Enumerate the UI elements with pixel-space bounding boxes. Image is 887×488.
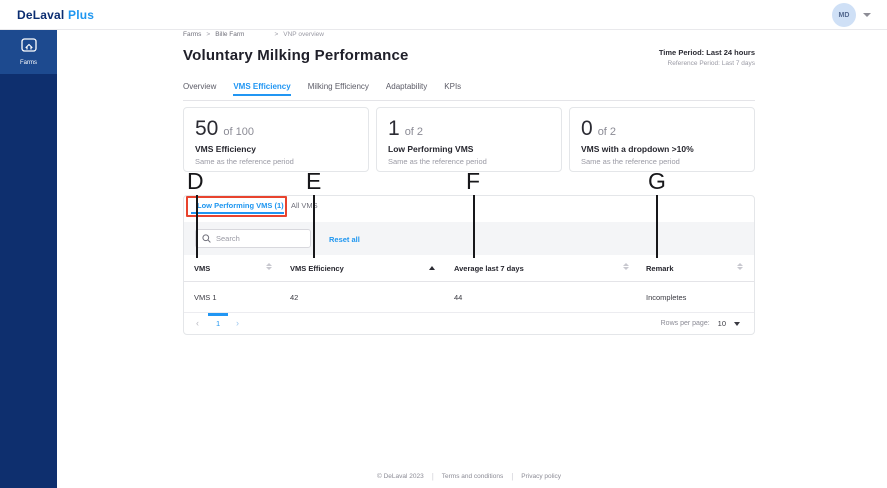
vms-table-card: Low Performing VMS (1) All VMS Reset all… xyxy=(183,195,755,335)
breadcrumb-separator: > xyxy=(274,31,279,38)
tab-low-performing-vms[interactable]: Low Performing VMS (1) xyxy=(197,201,284,210)
footer-divider: | xyxy=(431,472,434,481)
cell-vms: VMS 1 xyxy=(194,293,217,302)
cell-vms-efficiency: 42 xyxy=(290,293,299,302)
sort-icon[interactable] xyxy=(266,263,272,270)
reference-period-text: Reference Period: Last 7 days xyxy=(667,60,755,67)
rows-per-page-label: Rows per page: xyxy=(660,320,710,327)
footer-divider: | xyxy=(511,472,514,481)
copyright-text: © DeLaval 2023 xyxy=(376,473,424,480)
page-title: Voluntary Milking Performance xyxy=(183,47,409,64)
avatar[interactable]: MD xyxy=(832,3,856,27)
page-number[interactable]: 1 xyxy=(216,319,221,328)
annotation-red-box xyxy=(186,196,287,217)
sort-icon[interactable] xyxy=(623,263,629,270)
logo-text-delaval: DeLaval xyxy=(17,8,65,22)
column-header-vms[interactable]: VMS xyxy=(194,264,211,273)
column-header-average-last-7-days[interactable]: Average last 7 days xyxy=(454,264,524,273)
logo-text-plus: Plus xyxy=(67,8,95,22)
annotation-line-e xyxy=(313,195,315,258)
pagination-bar: ‹ 1 › Rows per page: 10 xyxy=(184,313,754,335)
stat-value: 0 xyxy=(581,117,593,140)
annotation-letter-f: F xyxy=(466,168,481,194)
cell-average-last-7-days: 44 xyxy=(454,293,463,302)
sidebar-item-label: Farms xyxy=(20,60,37,66)
breadcrumb-item-farms[interactable]: Farms xyxy=(183,31,202,38)
table-tabs: Low Performing VMS (1) All VMS xyxy=(184,196,754,222)
cell-remark: Incompletes xyxy=(646,293,687,302)
stat-of: of 100 xyxy=(223,126,254,138)
column-header-remark[interactable]: Remark xyxy=(646,264,674,273)
stat-cards: 50 of 100 VMS Efficiency Same as the ref… xyxy=(183,107,755,172)
annotation-letter-e: E xyxy=(306,168,322,194)
tab-milking-efficiency[interactable]: Milking Efficiency xyxy=(307,82,369,91)
annotation-letter-d: D xyxy=(187,168,204,194)
stat-subtitle: Same as the reference period xyxy=(388,157,487,166)
annotation-line-g xyxy=(656,195,658,258)
rows-per-page-value[interactable]: 10 xyxy=(717,319,726,328)
chevron-down-icon[interactable] xyxy=(863,13,871,17)
stat-subtitle: Same as the reference period xyxy=(195,157,294,166)
breadcrumb-item-farm-name[interactable]: Bille Farm xyxy=(215,31,245,38)
active-table-tab-underline xyxy=(191,212,284,214)
chevron-down-icon[interactable] xyxy=(734,321,740,326)
annotation-letter-g: G xyxy=(648,168,666,194)
annotation-line-f xyxy=(473,195,475,258)
terms-link[interactable]: Terms and conditions xyxy=(441,473,504,480)
stat-value: 1 xyxy=(388,117,400,140)
next-page-icon[interactable]: › xyxy=(236,318,239,328)
stat-subtitle: Same as the reference period xyxy=(581,157,680,166)
farm-icon xyxy=(20,38,37,57)
breadcrumb-item-vnp-overview: VNP overview xyxy=(283,31,324,38)
search-icon xyxy=(202,230,211,248)
stat-card-low-performing-vms: 1 of 2 Low Performing VMS Same as the re… xyxy=(376,107,562,172)
sidebar-item-farms[interactable]: Farms xyxy=(0,30,57,74)
stat-title: Low Performing VMS xyxy=(388,144,474,154)
tab-all-vms[interactable]: All VMS xyxy=(291,201,318,210)
page-footer: © DeLaval 2023 | Terms and conditions | … xyxy=(183,472,755,481)
stat-of: of 2 xyxy=(597,126,617,138)
stat-card-vms-efficiency: 50 of 100 VMS Efficiency Same as the ref… xyxy=(183,107,369,172)
user-menu[interactable]: MD xyxy=(832,3,871,27)
tab-adaptability[interactable]: Adaptability xyxy=(385,82,428,91)
column-header-vms-efficiency[interactable]: VMS Efficiency xyxy=(290,264,344,273)
table-toolbar: Reset all xyxy=(184,222,754,255)
stat-title: VMS with a dropdown >10% xyxy=(581,144,694,154)
delaval-plus-logo: DeLaval Plus xyxy=(17,8,94,22)
time-period-text: Time Period: Last 24 hours xyxy=(658,48,755,57)
search-field[interactable] xyxy=(195,229,311,248)
breadcrumb-separator: > xyxy=(206,31,211,38)
sidebar: Farms xyxy=(0,30,57,488)
page-tabs: Overview VMS Efficiency Milking Efficien… xyxy=(183,82,755,101)
time-period-block: Time Period: Last 24 hours Reference Per… xyxy=(659,48,755,67)
previous-page-icon[interactable]: ‹ xyxy=(196,318,199,328)
stat-value: 50 xyxy=(195,117,219,140)
tab-vms-efficiency[interactable]: VMS Efficiency xyxy=(233,82,291,96)
stat-title: VMS Efficiency xyxy=(195,144,256,154)
sort-icon[interactable] xyxy=(737,263,743,270)
tab-overview[interactable]: Overview xyxy=(183,82,217,91)
current-page-indicator xyxy=(208,313,228,316)
privacy-link[interactable]: Privacy policy xyxy=(521,473,562,480)
table-row[interactable]: VMS 1 42 44 Incompletes xyxy=(184,282,754,313)
reset-all-link[interactable]: Reset all xyxy=(329,235,360,244)
tab-kpis[interactable]: KPIs xyxy=(444,82,462,91)
breadcrumb: Farms > Bille Farm > VNP overview xyxy=(183,31,324,38)
table-header-row: VMS VMS Efficiency Average last 7 days R… xyxy=(184,255,754,282)
top-header: DeLaval Plus MD xyxy=(0,0,887,30)
annotation-line-d xyxy=(196,195,198,258)
search-input[interactable] xyxy=(216,234,296,243)
rows-per-page: Rows per page: 10 xyxy=(661,319,740,328)
stat-of: of 2 xyxy=(404,126,424,138)
sort-asc-icon[interactable] xyxy=(429,266,435,270)
stat-card-vms-dropdown: 0 of 2 VMS with a dropdown >10% Same as … xyxy=(569,107,755,172)
